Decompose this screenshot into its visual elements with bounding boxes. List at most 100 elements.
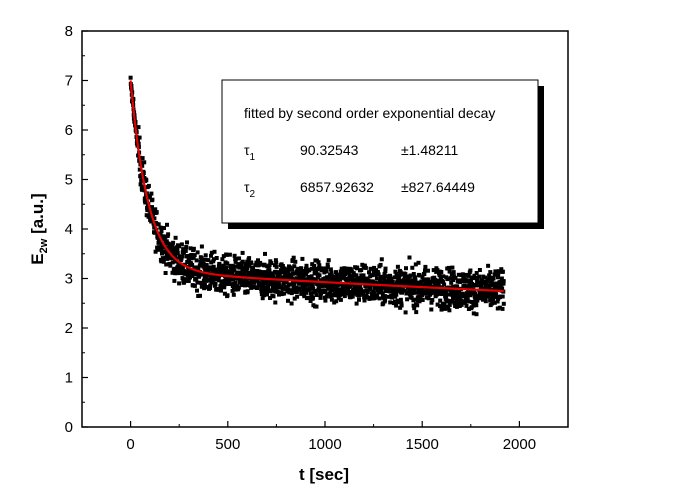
scatter-point (176, 264, 181, 269)
y-axis-title: E2w [a.u.] (28, 193, 50, 264)
scatter-point (454, 298, 459, 302)
scatter-point (239, 264, 244, 269)
scatter-point (426, 277, 431, 282)
scatter-point (267, 268, 272, 273)
scatter-point (368, 286, 373, 291)
scatter-point (376, 281, 381, 286)
scatter-point (156, 222, 161, 227)
scatter-point (372, 296, 377, 301)
scatter-point (184, 254, 189, 258)
scatter-point (217, 274, 221, 279)
scatter-point (490, 301, 495, 306)
scatter-point (451, 278, 456, 282)
scatter-point (325, 262, 330, 267)
scatter-point (318, 288, 323, 293)
scatter-point (173, 235, 178, 240)
scatter-point (433, 278, 438, 282)
scatter-point (497, 305, 502, 310)
scatter-point (479, 278, 484, 283)
scatter-point (354, 273, 359, 278)
scatter-point (429, 300, 434, 305)
scatter-point (219, 288, 223, 293)
legend-tau2-char: τ (244, 179, 250, 195)
scatter-point (138, 182, 143, 187)
scatter-point (170, 260, 175, 265)
scatter-point (491, 276, 496, 281)
scatter-point (140, 156, 145, 161)
scatter-point (327, 285, 332, 289)
scatter-point (313, 278, 318, 283)
scatter-point (149, 219, 154, 224)
scatter-point (388, 279, 393, 284)
y-axis-title-main: E (28, 253, 47, 264)
scatter-point (361, 291, 366, 296)
scatter-point (437, 287, 442, 292)
scatter-point (334, 270, 338, 275)
scatter-point (222, 291, 227, 296)
scatter-point (462, 283, 467, 288)
scatter-point (240, 250, 245, 255)
scatter-point (163, 249, 168, 254)
scatter-point (255, 278, 260, 283)
scatter-point (179, 256, 184, 261)
scatter-point (158, 225, 163, 230)
scatter-point (362, 298, 367, 303)
scatter-point (203, 253, 208, 258)
scatter-point (498, 284, 503, 289)
scatter-point (231, 277, 235, 282)
scatter-point (488, 270, 493, 275)
scatter-point (222, 270, 227, 275)
scatter-point (415, 290, 419, 295)
scatter-point (370, 273, 375, 278)
scatter-point (362, 263, 367, 268)
scatter-point (201, 278, 206, 283)
scatter-point (180, 254, 185, 259)
scatter-point (211, 259, 216, 264)
scatter-point (164, 262, 169, 267)
scatter-point (447, 302, 452, 307)
scatter-point (336, 287, 341, 292)
scatter-point (233, 280, 238, 285)
scatter-point (474, 283, 479, 288)
scatter-point (412, 290, 417, 295)
scatter-point (372, 265, 377, 270)
scatter-point (303, 277, 308, 282)
scatter-point (237, 280, 242, 285)
scatter-point (499, 267, 504, 272)
scatter-point (473, 291, 477, 296)
scatter-point (384, 274, 389, 279)
scatter-point (264, 279, 269, 284)
scatter-point (446, 306, 451, 311)
scatter-point (379, 257, 384, 262)
scatter-point (382, 294, 387, 299)
scatter-point (186, 266, 191, 271)
scatter-point (319, 291, 324, 296)
scatter-point (375, 293, 380, 298)
scatter-point (494, 292, 499, 297)
scatter-point (378, 262, 383, 267)
scatter-point (450, 265, 455, 270)
scatter-point (477, 268, 482, 272)
scatter-point (260, 273, 265, 278)
scatter-point (361, 273, 366, 278)
scatter-point (426, 296, 431, 301)
scatter-point (466, 273, 471, 277)
scatter-point (236, 285, 241, 290)
scatter-point (150, 205, 154, 210)
scatter-point (162, 226, 166, 230)
scatter-point (465, 279, 470, 284)
scatter-point (233, 257, 238, 262)
scatter-point (464, 303, 469, 308)
scatter-point (198, 293, 202, 298)
scatter-point (471, 300, 476, 305)
scatter-point (218, 268, 223, 273)
scatter-point (355, 265, 360, 270)
scatter-point (249, 273, 254, 278)
scatter-point (413, 278, 418, 283)
scatter-point (462, 300, 467, 305)
scatter-point (309, 292, 314, 297)
scatter-point (391, 287, 395, 291)
scatter-point (308, 277, 313, 282)
scatter-point (496, 271, 501, 276)
scatter-point (483, 275, 487, 280)
